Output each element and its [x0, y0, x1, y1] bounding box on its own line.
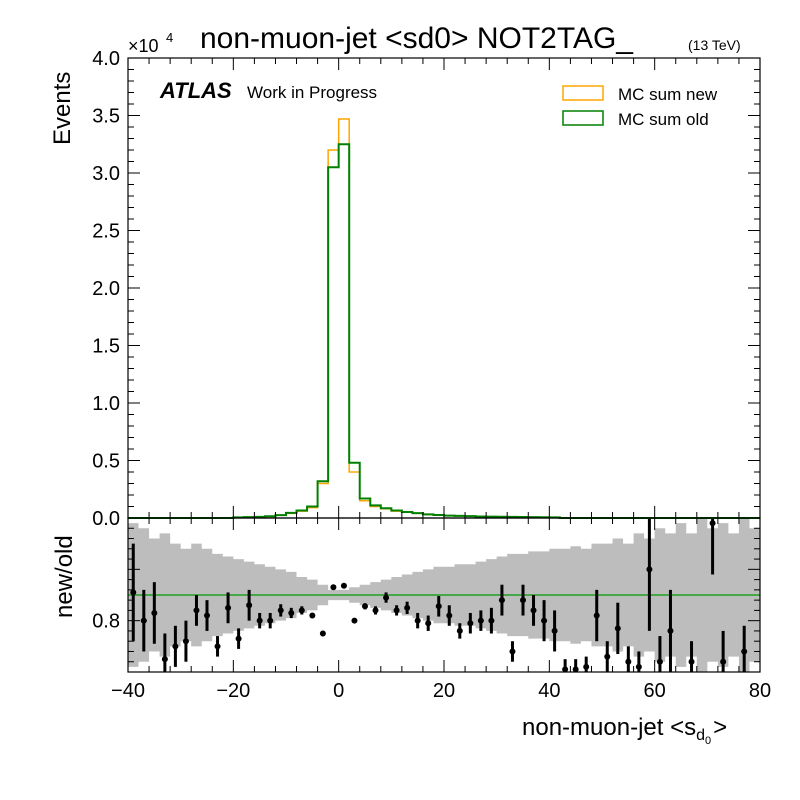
legend: MC sum new MC sum old: [562, 85, 718, 129]
y-axis-multiplier-exponent: 4: [166, 30, 173, 45]
ratio-point: [298, 607, 305, 614]
series-line-mc-sum-old: [128, 143, 760, 519]
ratio-point: [309, 612, 316, 619]
ratio-point: [656, 658, 663, 665]
ratio-point: [383, 594, 390, 601]
ratio-point: [667, 627, 674, 634]
ratio-point: [541, 617, 548, 624]
ratio-point: [351, 617, 358, 624]
chart-title: non-muon-jet <sd0> NOT2TAG_: [200, 22, 634, 55]
ratio-point: [435, 603, 442, 610]
ratio-point: [130, 589, 137, 596]
ratio-point: [362, 603, 368, 610]
y-axis-multiplier: ×10: [128, 36, 159, 56]
ratio-point: [741, 648, 748, 655]
ratio-point: [614, 625, 621, 632]
ratio-point: [267, 617, 274, 624]
ratio-point: [393, 607, 400, 614]
ratio-point: [456, 627, 463, 634]
x-tick-label: 80: [749, 680, 771, 702]
x-tick-label: 40: [538, 680, 560, 702]
x-tick-label: 60: [644, 680, 666, 702]
ratio-points: [130, 518, 748, 673]
y-tick-label: 4.0: [92, 48, 120, 70]
ratio-y-tick-label: 0.8: [92, 611, 120, 633]
ratio-point: [593, 612, 600, 619]
ratio-point: [604, 653, 611, 660]
x-tick-label: −40: [111, 680, 145, 702]
x-tick-label: 0: [333, 680, 344, 702]
legend-label-mc-sum-new: MC sum new: [618, 85, 718, 104]
ratio-point: [193, 607, 200, 614]
ratio-point: [161, 656, 168, 663]
ratio-point: [235, 635, 242, 642]
ratio-point: [214, 643, 221, 650]
y-tick-label: 0.5: [92, 451, 120, 473]
legend-swatch-mc-sum-new: [562, 85, 604, 101]
ratio-y-axis-label: new/old: [51, 535, 78, 618]
ratio-point: [372, 607, 379, 614]
ratio-point: [404, 604, 411, 611]
legend-swatch-mc-sum-old: [562, 110, 604, 126]
ratio-point: [414, 617, 421, 624]
ratio-point: [204, 612, 210, 619]
atlas-label: ATLAS: [159, 78, 232, 103]
ratio-point: [467, 620, 474, 627]
ratio-point: [477, 617, 484, 624]
ratio-point: [520, 597, 526, 604]
ratio-point: [330, 584, 337, 591]
ratio-point: [182, 638, 189, 645]
ratio-point: [277, 607, 284, 614]
x-axis-label: non-muon-jet <sd0>: [522, 714, 727, 747]
x-tick-label: 20: [433, 680, 455, 702]
ratio-point: [172, 643, 179, 650]
y-tick-label: 3.0: [92, 163, 120, 185]
ratio-point: [646, 566, 653, 573]
ratio-point: [625, 658, 632, 665]
series-line-mc-sum-new: [128, 118, 760, 519]
x-tick-label: −20: [216, 680, 250, 702]
ratio-point: [151, 609, 158, 616]
histogram-series: [128, 118, 760, 519]
ratio-point: [225, 604, 232, 611]
ratio-point: [140, 617, 147, 624]
ratio-point: [446, 612, 453, 619]
ratio-point: [562, 666, 569, 673]
ratio-point: [319, 630, 326, 637]
ratio-point: [720, 658, 727, 665]
tick-labels: −40 −20 0 20 40 60 80 0.0 0.5 1.0 1.5 2.0 2.5 3.0 3.5 4…: [92, 48, 771, 702]
ratio-point: [340, 582, 347, 589]
ratio-point: [498, 597, 505, 604]
ratio-point: [509, 648, 516, 655]
ratio-point: [246, 602, 253, 609]
ratio-point: [256, 617, 263, 624]
y-tick-label: 0.0: [92, 508, 120, 530]
y-tick-label: 1.5: [92, 336, 120, 358]
ratio-point: [488, 617, 495, 624]
ratio-point: [551, 627, 558, 634]
y-tick-label: 3.5: [92, 106, 120, 128]
ratio-point: [709, 520, 716, 527]
ratio-point: [288, 609, 295, 616]
main-y-axis-label: Events: [49, 72, 76, 145]
legend-label-mc-sum-old: MC sum old: [618, 110, 709, 129]
chart-title-energy: (13 TeV): [688, 37, 741, 53]
ratio-point: [635, 663, 642, 670]
ratio-point: [688, 658, 695, 665]
atlas-status-label: Work in Progress: [247, 83, 377, 102]
axes: [127, 57, 761, 673]
ratio-point: [425, 620, 432, 627]
ratio-point: [530, 607, 537, 614]
ratio-point: [583, 663, 590, 670]
ratio-point: [572, 666, 579, 673]
y-tick-label: 2.5: [92, 221, 120, 243]
y-tick-label: 1.0: [92, 393, 120, 415]
y-tick-label: 2.0: [92, 278, 120, 300]
